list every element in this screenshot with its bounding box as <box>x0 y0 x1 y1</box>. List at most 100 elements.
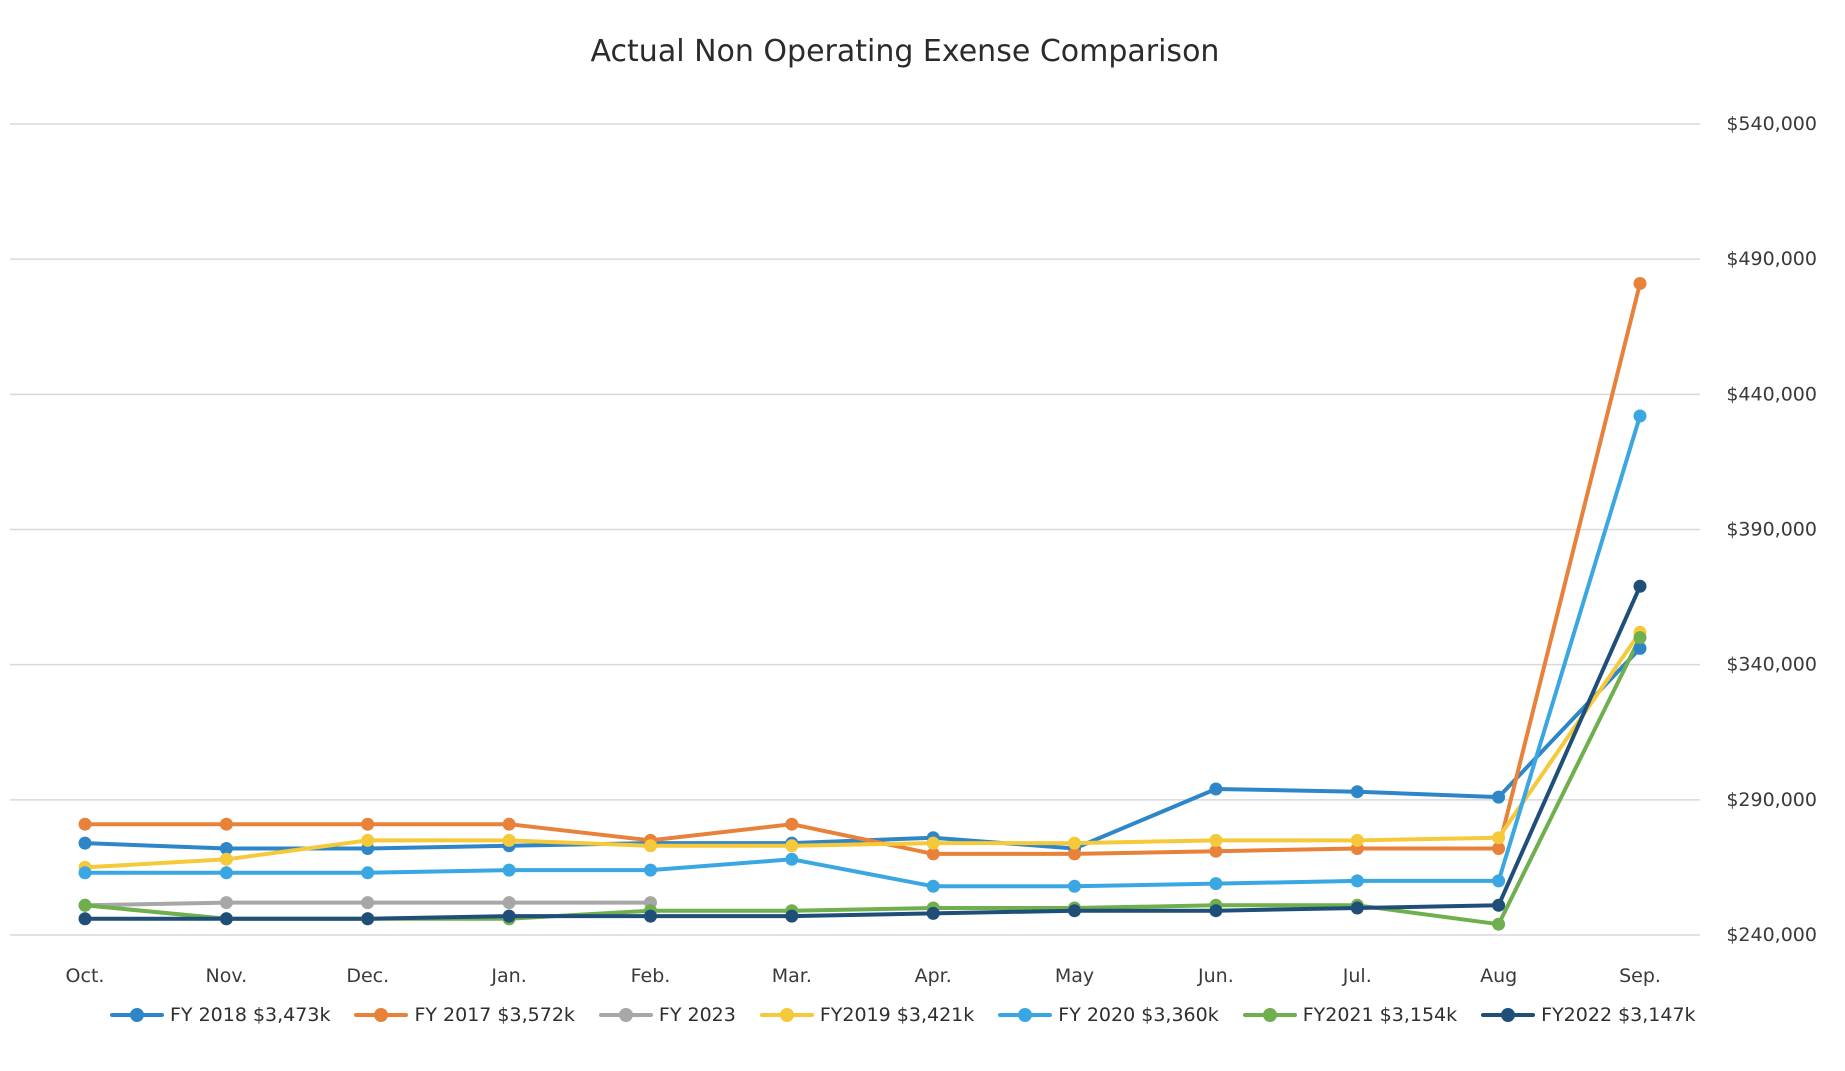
x-axis-ticks: Oct. Nov. Dec. Jan. Feb. Mar. Apr. May Jun. Jul. A… <box>66 965 1661 987</box>
data-point <box>644 909 657 923</box>
data-point <box>785 852 799 866</box>
y-tick-label: $240,000 <box>1726 924 1817 946</box>
legend-swatch <box>1481 1008 1536 1022</box>
data-point <box>1492 874 1506 888</box>
legend: FY 2018 $3,473k FY 2017 $3,572k FY 2023 FY2… <box>110 1004 1810 1026</box>
legend-label: FY2022 $3,147k <box>1541 1004 1696 1026</box>
data-point <box>78 912 92 926</box>
legend-label: FY 2018 $3,473k <box>170 1004 331 1026</box>
chart-title: Actual Non Operating Exense Comparison <box>590 34 1220 69</box>
data-point <box>926 836 940 850</box>
data-point <box>1068 836 1081 850</box>
legend-item: FY 2020 $3,360k <box>998 1004 1219 1026</box>
data-point <box>1068 904 1081 918</box>
legend-item: FY2022 $3,147k <box>1481 1004 1696 1026</box>
data-point <box>644 839 657 853</box>
data-point <box>219 866 233 880</box>
legend-swatch <box>759 1008 814 1022</box>
data-point <box>1350 785 1364 799</box>
data-point <box>1209 904 1223 918</box>
data-point <box>1209 877 1223 891</box>
legend-label: FY2019 $3,421k <box>819 1004 975 1026</box>
data-point <box>1350 833 1364 847</box>
y-axis-ticks: $540,000 $490,000 $440,000 $390,000 $340,000… <box>1726 113 1817 946</box>
data-point <box>926 906 940 920</box>
data-point <box>78 836 92 850</box>
data-point <box>502 817 516 831</box>
data-point <box>1633 409 1647 423</box>
data-point <box>1492 898 1506 912</box>
legend-label: FY 2017 $3,572k <box>414 1004 575 1026</box>
x-tick-label: Mar. <box>772 965 812 987</box>
data-point <box>502 863 516 877</box>
data-point <box>644 863 657 877</box>
data-point <box>1633 631 1647 645</box>
x-tick-label: Dec. <box>346 965 389 987</box>
legend-item: FY2019 $3,421k <box>759 1004 975 1026</box>
data-point <box>1209 833 1223 847</box>
data-point <box>1492 831 1506 845</box>
data-point <box>219 852 233 866</box>
data-point <box>1492 790 1506 804</box>
series-line <box>83 281 1642 856</box>
series-lines <box>83 281 1642 927</box>
x-tick-label: Jan. <box>490 965 526 987</box>
series-line <box>83 414 1642 889</box>
x-tick-label: Jun. <box>1197 965 1234 987</box>
data-point <box>785 839 799 853</box>
data-point <box>219 912 233 926</box>
series-line <box>83 584 1642 921</box>
data-point <box>361 817 375 831</box>
legend-swatch <box>598 1008 653 1022</box>
data-point <box>1209 782 1223 796</box>
series-line <box>83 646 1642 851</box>
x-tick-label: Sep. <box>1619 965 1661 987</box>
data-point <box>502 909 516 923</box>
data-point <box>78 898 92 912</box>
data-point <box>78 817 92 831</box>
series-line <box>83 630 1642 870</box>
x-tick-label: Jul. <box>1342 965 1372 987</box>
legend-swatch <box>354 1008 409 1022</box>
data-point <box>1492 917 1506 931</box>
y-tick-label: $540,000 <box>1726 113 1817 135</box>
data-point <box>1350 874 1364 888</box>
data-point <box>1492 842 1506 855</box>
x-tick-label: Feb. <box>631 965 671 987</box>
data-point <box>361 912 375 926</box>
y-tick-label: $340,000 <box>1726 654 1817 676</box>
data-point <box>785 817 799 831</box>
data-point <box>361 833 375 847</box>
data-point <box>78 866 92 880</box>
legend-label: FY 2020 $3,360k <box>1058 1004 1219 1026</box>
legend-swatch <box>1242 1008 1297 1022</box>
data-point <box>502 833 516 847</box>
data-point <box>361 896 375 910</box>
data-point <box>361 866 375 880</box>
legend-label: FY 2023 <box>658 1004 736 1026</box>
x-tick-label: Apr. <box>915 965 952 987</box>
data-point <box>926 847 940 861</box>
data-point <box>1068 847 1081 861</box>
x-tick-label: Aug <box>1480 965 1517 987</box>
x-tick-label: May <box>1055 965 1094 987</box>
x-tick-label: Oct. <box>66 965 105 987</box>
data-point <box>1633 579 1647 593</box>
data-point <box>1350 901 1364 915</box>
data-point <box>502 896 516 910</box>
data-point <box>219 896 233 910</box>
data-point <box>1068 879 1081 893</box>
legend-item: FY 2017 $3,572k <box>354 1004 575 1026</box>
legend-item: FY 2023 <box>598 1004 736 1026</box>
legend-swatch <box>110 1008 164 1022</box>
data-point <box>926 879 940 893</box>
legend-item: FY2021 $3,154k <box>1242 1004 1457 1026</box>
y-tick-label: $440,000 <box>1726 383 1817 405</box>
legend-item: FY 2018 $3,473k <box>110 1004 330 1026</box>
data-point <box>1209 844 1223 858</box>
data-point <box>1633 641 1647 655</box>
y-tick-label: $490,000 <box>1726 248 1817 270</box>
data-point <box>219 842 233 855</box>
